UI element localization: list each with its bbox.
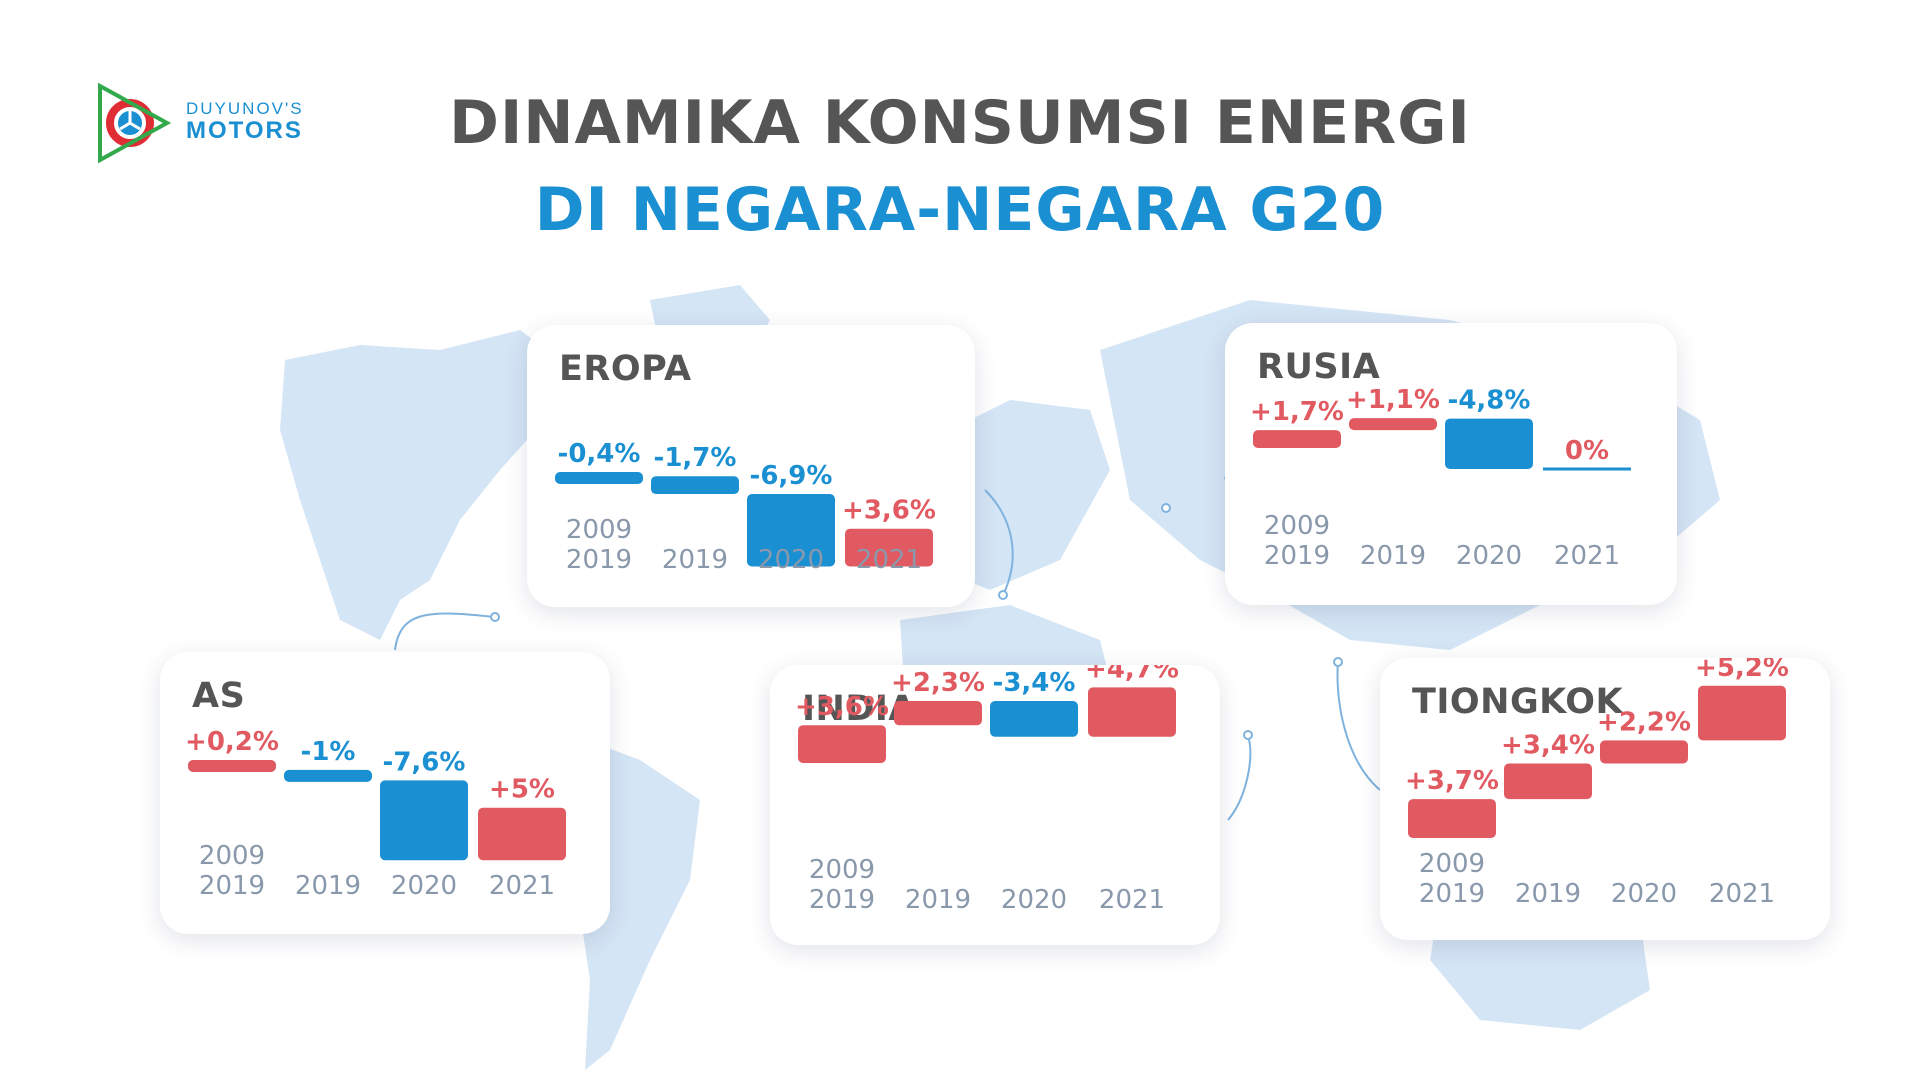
data-label: +4,7% — [1085, 665, 1179, 684]
bar — [1445, 418, 1533, 469]
bar — [1088, 687, 1176, 737]
connector-as — [394, 612, 496, 651]
card-tiongkok: TIONGKOK +3,7% 2009 2019 +3,4% 2019 +2,2% 2020… — [1380, 658, 1830, 940]
year-tick-label: 2009 — [1419, 849, 1485, 879]
bar — [798, 725, 886, 763]
data-label: +2,2% — [1597, 707, 1691, 737]
year-tick-label: 2019 — [905, 885, 971, 915]
year-tick-label: 2020 — [1611, 879, 1677, 909]
year-tick-label: 2021 — [1099, 885, 1165, 915]
bar — [845, 528, 933, 567]
bar — [1349, 418, 1437, 431]
page-title: DINAMIKA KONSUMSI ENERGI — [449, 88, 1471, 158]
card-title: RUSIA — [1257, 347, 1381, 387]
year-tick-label: 2021 — [1554, 541, 1620, 571]
year-tick-label: 2020 — [391, 871, 457, 901]
data-label: +3,6% — [795, 692, 889, 722]
card-india: INDIA +3,6% 2009 2019 +2,3% 2019 -3,4% 2020 +4,… — [770, 665, 1220, 945]
map-north-america — [280, 330, 560, 640]
year-tick-label: 2021 — [1709, 879, 1775, 909]
year-tick-label: 2019 — [1264, 541, 1330, 571]
bar — [188, 760, 276, 772]
data-label: +0,2% — [185, 727, 279, 757]
brand-logo: DUYUNOV'S MOTORS — [92, 80, 332, 170]
bar — [1698, 685, 1786, 741]
data-label: -0,4% — [558, 439, 641, 469]
bar — [1504, 763, 1592, 800]
year-tick-label: 2021 — [856, 545, 922, 575]
connector-india — [1227, 734, 1252, 821]
card-eropa: EROPA -0,4% 2009 2019 -1,7% 2019 -6,9% 2020 +3,… — [527, 325, 975, 607]
year-tick-label: 2020 — [1001, 885, 1067, 915]
data-label: +5,2% — [1695, 658, 1789, 683]
year-tick-label: 2019 — [809, 885, 875, 915]
data-label: +3,7% — [1405, 766, 1499, 796]
data-label: -4,8% — [1448, 386, 1531, 416]
connector-eropa — [984, 489, 1014, 596]
year-tick-label: 2019 — [199, 871, 265, 901]
page-subtitle: DI NEGARA-NEGARA G20 — [534, 175, 1386, 245]
year-tick-label: 2019 — [1360, 541, 1426, 571]
bar — [747, 494, 835, 567]
data-label: +5% — [489, 775, 555, 805]
year-tick-label: 2019 — [295, 871, 361, 901]
logo-line2: MOTORS — [186, 117, 303, 144]
year-tick-label: 2009 — [566, 515, 632, 545]
data-label: -3,4% — [993, 668, 1076, 698]
data-label: +1,7% — [1250, 397, 1344, 427]
card-as: AS +0,2% 2009 2019 -1% 2019 -7,6% 2020 +5% 2021 — [160, 652, 610, 934]
year-tick-label: 2019 — [662, 545, 728, 575]
data-label: +2,3% — [891, 668, 985, 698]
bar — [990, 701, 1078, 737]
bar — [1408, 799, 1496, 838]
card-title: EROPA — [559, 349, 692, 389]
year-tick-label: 2019 — [566, 545, 632, 575]
year-tick-label: 2020 — [1456, 541, 1522, 571]
data-label: -6,9% — [750, 461, 833, 491]
bar — [1600, 740, 1688, 764]
data-label: -1% — [301, 737, 356, 767]
year-tick-label: 2009 — [199, 841, 265, 871]
year-tick-label: 2019 — [1419, 879, 1485, 909]
data-label: -7,6% — [383, 747, 466, 777]
bar — [555, 472, 643, 484]
bar — [894, 701, 982, 726]
bar — [284, 769, 372, 782]
data-label: 0% — [1565, 436, 1609, 466]
data-label: +1,1% — [1346, 385, 1440, 415]
bar — [1253, 430, 1341, 448]
year-tick-label: 2020 — [758, 545, 824, 575]
logo-line1: DUYUNOV'S — [186, 99, 304, 118]
year-tick-label: 2021 — [489, 871, 555, 901]
data-label: -1,7% — [654, 443, 737, 473]
bar — [380, 780, 468, 861]
bar — [651, 476, 739, 495]
data-label: +3,4% — [1501, 730, 1595, 760]
card-title: AS — [192, 676, 246, 716]
year-tick-label: 2019 — [1515, 879, 1581, 909]
card-rusia: RUSIA +1,7% 2009 2019 +1,1% 2019 -4,8% 2020 0% 2… — [1225, 323, 1677, 605]
year-tick-label: 2009 — [809, 855, 875, 885]
logo-icon — [98, 82, 172, 164]
card-title: TIONGKOK — [1412, 682, 1624, 722]
data-label: +3,6% — [842, 496, 936, 526]
bar — [478, 807, 566, 861]
year-tick-label: 2009 — [1264, 511, 1330, 541]
connector-tiongkok — [1336, 661, 1381, 791]
